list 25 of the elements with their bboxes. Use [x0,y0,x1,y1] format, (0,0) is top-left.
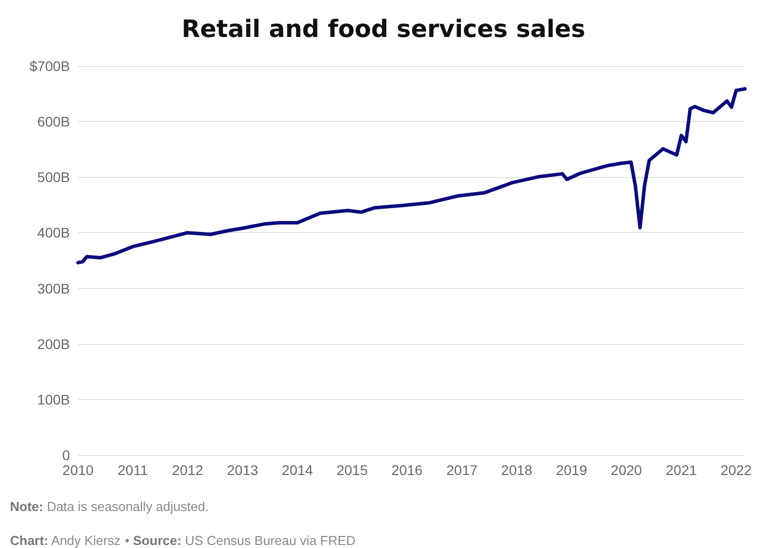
x-tick-label: 2021 [666,462,698,478]
y-tick-label: 600B [37,114,70,130]
text: Chart: Andy Kiersz • Source: US Census Bureau via FRED [10,533,356,548]
x-tick-label: 2022 [720,462,752,478]
text: Note: Data is seasonally adjusted. [10,499,209,514]
x-tick-label: 2011 [118,462,148,478]
y-tick-label: 100B [37,391,70,408]
x-tick-label: 2013 [226,462,258,478]
x-tick-label: 2017 [446,462,478,478]
y-tick-label: $700B [30,58,70,74]
x-tick-label: 2019 [556,462,588,478]
y-tick-label: 200B [37,336,70,352]
y-tick-label: 500B [37,169,70,186]
y-tick-label: 400B [37,224,70,241]
y-tick-label: 300B [37,280,70,296]
chart-title: Retail and food services sales [182,15,586,43]
x-tick-label: 2018 [501,462,533,478]
x-tick-label: 2015 [336,462,368,478]
x-tick-label: 2016 [391,462,423,478]
y-tick-label: 0 [62,447,70,463]
line-series [76,87,747,264]
x-tick-label: 2020 [610,462,642,478]
x-tick-label: 2010 [62,462,94,478]
x-tick-label: 2012 [172,462,204,478]
x-tick-label: 2014 [282,462,314,478]
